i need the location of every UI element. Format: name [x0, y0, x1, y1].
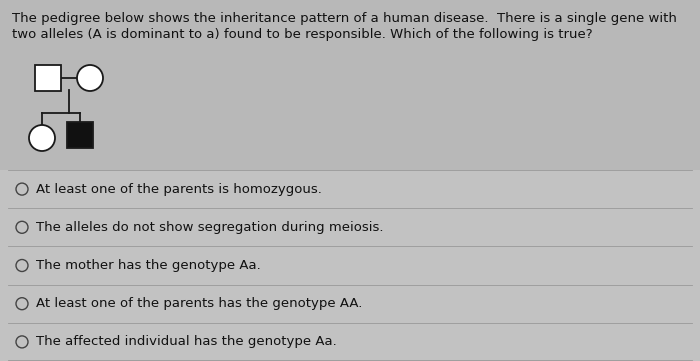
Bar — [0, 170, 700, 361]
Text: At least one of the parents is homozygous.: At least one of the parents is homozygou… — [36, 183, 322, 196]
Circle shape — [29, 125, 55, 151]
Circle shape — [77, 65, 103, 91]
Text: The alleles do not show segregation during meiosis.: The alleles do not show segregation duri… — [36, 221, 384, 234]
Text: The pedigree below shows the inheritance pattern of a human disease.  There is a: The pedigree below shows the inheritance… — [12, 12, 677, 25]
Text: At least one of the parents has the genotype AA.: At least one of the parents has the geno… — [36, 297, 363, 310]
Text: The mother has the genotype Aa.: The mother has the genotype Aa. — [36, 259, 260, 272]
Text: two alleles (A is dominant to a) found to be responsible. Which of the following: two alleles (A is dominant to a) found t… — [12, 28, 593, 41]
Bar — [35, 65, 61, 91]
Bar — [67, 122, 93, 148]
Text: The affected individual has the genotype Aa.: The affected individual has the genotype… — [36, 335, 337, 348]
